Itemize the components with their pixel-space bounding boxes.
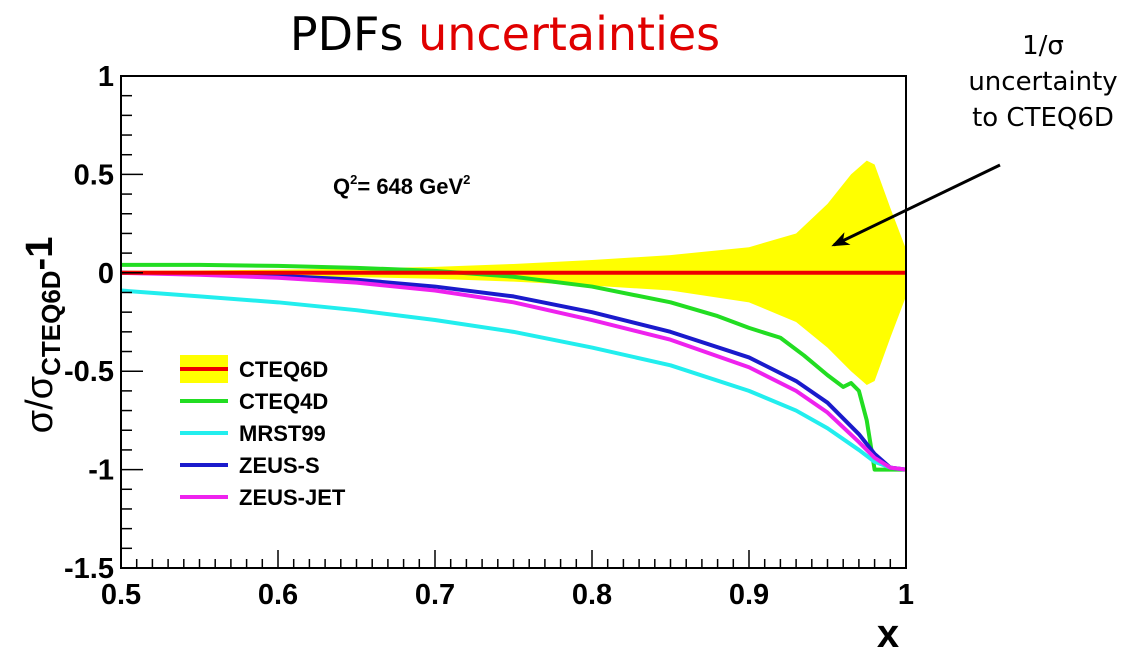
series-line-cteq4d — [121, 262, 906, 472]
legend-label-cteq6d: CTEQ6D — [239, 357, 328, 382]
title-main: PDFs — [289, 7, 404, 61]
x-tick-label: 0.6 — [258, 579, 298, 611]
y-tick-label: -1 — [88, 455, 114, 487]
legend-label-zeus-s: ZEUS-S — [239, 453, 320, 478]
x-tick-label: 1 — [898, 579, 914, 611]
x-tick-label: 0.5 — [101, 579, 141, 611]
annotation-arrow — [831, 163, 1001, 247]
annotation-line-2: uncertainty — [968, 67, 1118, 97]
legend-label-cteq4d: CTEQ4D — [239, 389, 328, 414]
annotation-text: 1/σ uncertainty to CTEQ6D — [948, 28, 1137, 136]
data-layer — [120, 160, 907, 472]
legend: CTEQ6D CTEQ4D MRST99 ZEUS-S ZEUS-JET — [180, 355, 346, 510]
x-tick-label: 0.7 — [415, 579, 455, 611]
y-axis-label: σ/σCTEQ6D-1 — [19, 237, 66, 434]
page-title: PDFs uncertainties — [0, 4, 1010, 64]
series-line-zeus-s — [120, 270, 907, 472]
annotation-line-1: 1/σ — [1022, 31, 1064, 61]
y-tick-label: 0.5 — [74, 159, 114, 191]
annotation-line-3: to CTEQ6D — [972, 103, 1114, 133]
q2-base: Q — [333, 174, 350, 199]
label-layer: 0.5 0.6 0.7 0.8 0.9 1 -1.5 -1 -0.5 0 0.5 1 — [64, 61, 914, 611]
q2-sup2: 2 — [463, 172, 470, 187]
title-accent: uncertainties — [418, 7, 721, 61]
legend-label-mrst99: MRST99 — [239, 421, 326, 446]
q2-sup1: 2 — [350, 172, 357, 187]
y-tick-label: 1 — [98, 61, 114, 93]
y-tick-label: -1.5 — [64, 553, 114, 585]
x-tick-label: 0.9 — [729, 579, 769, 611]
y-tick-label: -0.5 — [64, 356, 114, 388]
q2-mid: = 648 GeV — [357, 174, 463, 199]
x-axis-label: x — [877, 612, 899, 650]
q2-annotation: Q2= 648 GeV2 — [333, 172, 470, 199]
y-tick-label: 0 — [98, 258, 114, 290]
tick-layer — [120, 75, 907, 569]
series-line-mrst99 — [120, 288, 907, 472]
x-tick-label: 0.8 — [572, 579, 612, 611]
y-axis-label-group: σ/σCTEQ6D-1 — [19, 237, 66, 434]
legend-label-zeus-jet: ZEUS-JET — [239, 485, 346, 510]
series-line-zeus-jet — [120, 270, 907, 472]
